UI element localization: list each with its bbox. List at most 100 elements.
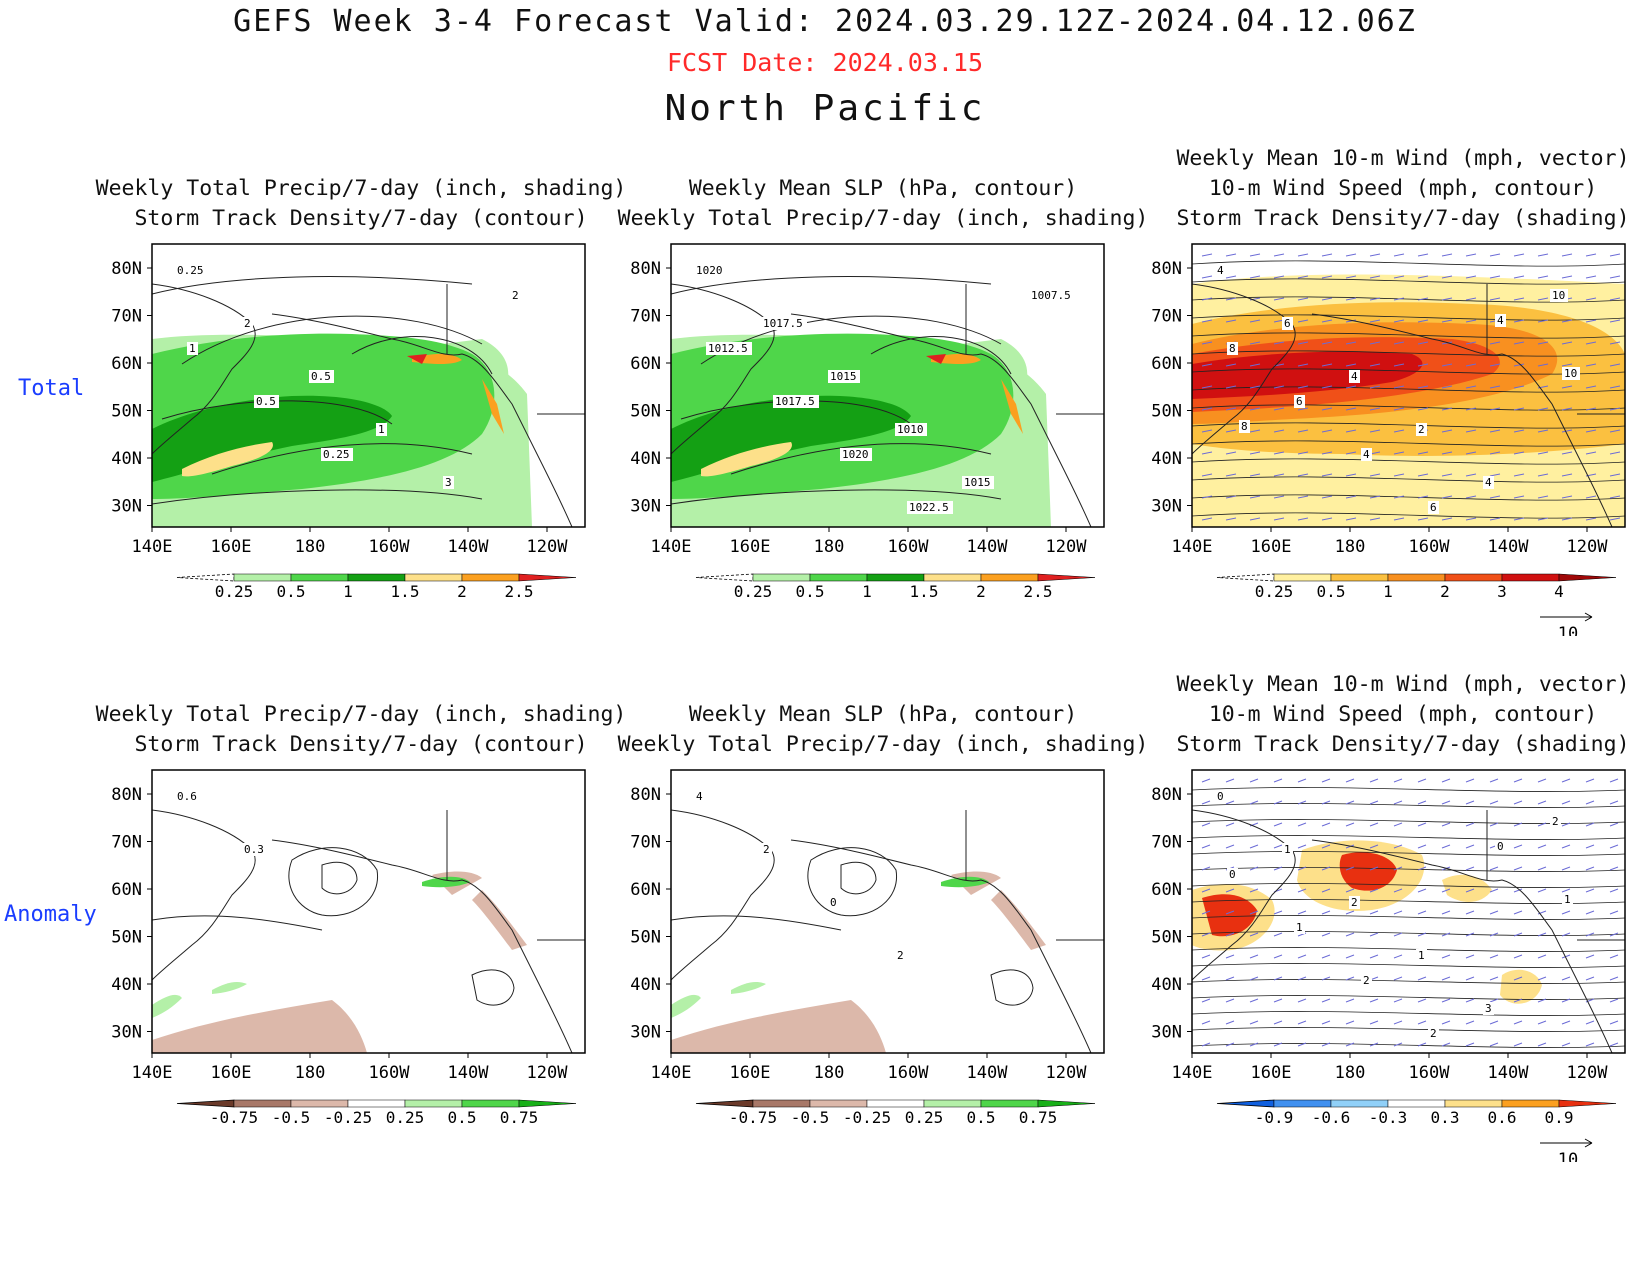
- wind-vector: [1441, 451, 1453, 455]
- wind-vector: [1369, 866, 1379, 871]
- row-label-total: Total: [18, 376, 85, 401]
- contour-label: 10: [1564, 367, 1577, 380]
- wind-vector: [1537, 866, 1547, 871]
- contour-label-bg: [1550, 815, 1561, 828]
- wind-vector: [1249, 888, 1259, 893]
- wind-vector: [1369, 778, 1379, 783]
- colorbar-swatch: [1273, 1099, 1332, 1108]
- wind-vector: [1225, 407, 1237, 411]
- map-panel-2: 4 6 4 2 4 10 8 6 4 6 4 10 8 80N 70N 60N 50N 40N 30N 140E 160…: [1151, 243, 1626, 636]
- wind-vector: [1201, 1020, 1211, 1025]
- wind-vector: [1273, 495, 1285, 499]
- wind-vector: [1585, 976, 1595, 981]
- wind-vector: [1585, 1020, 1595, 1025]
- wind-vector: [1201, 910, 1211, 915]
- contour-label-bg: [1349, 896, 1360, 909]
- wind-vector: [1441, 822, 1451, 827]
- lat-label: 70N: [111, 307, 142, 327]
- coastline: [1192, 283, 1296, 455]
- colorbar-label: -0.6: [1312, 1108, 1351, 1127]
- wind-vector: [1345, 822, 1355, 827]
- lat-label: 40N: [1151, 449, 1182, 469]
- wind-vector: [1609, 473, 1621, 477]
- colorbar-swatch: [1501, 573, 1560, 582]
- wind-vector: [1201, 998, 1211, 1003]
- wind-vector: [1273, 844, 1283, 849]
- wind-vector: [1417, 976, 1427, 981]
- wind-vector: [1441, 998, 1451, 1003]
- wind-vector: [1369, 473, 1381, 477]
- map-panel-1: 1020 1017.5 1015 1010 1015 1007.5 1012.5 1017.5…: [630, 243, 1105, 601]
- colorbar-swatch: [404, 1099, 463, 1108]
- map-panel-5: 0 1 2 1 3 2 0 1 2 2 0 1 80N 70N 60N 50N 40N 30N 140E 160E 18…: [1151, 769, 1626, 1162]
- wind-vector: [1201, 253, 1213, 257]
- wind-vector: [1393, 954, 1403, 959]
- wind-vector: [1345, 998, 1355, 1003]
- colorbar-swatch: [233, 573, 292, 582]
- wind-vector: [1537, 319, 1549, 323]
- colorbar-swatch: [980, 1099, 1039, 1108]
- wind-vector: [1393, 800, 1403, 805]
- colorbar-label: 0.75: [1019, 1108, 1058, 1127]
- colorbar-label: 2.5: [505, 582, 534, 601]
- wind-vector: [1201, 778, 1211, 783]
- wind-vector: [1465, 517, 1477, 521]
- vector-ref-arrowhead: [1584, 612, 1593, 622]
- wind-vector: [1441, 910, 1451, 915]
- contour-label: 2: [512, 289, 519, 302]
- colorbar-swatch: [347, 1099, 406, 1108]
- wind-vector: [1561, 954, 1571, 959]
- wind-vector: [1465, 976, 1475, 981]
- wind-vector: [1609, 385, 1621, 389]
- wind-vector: [1561, 385, 1573, 389]
- colorbar-label: -0.75: [210, 1108, 258, 1127]
- colorbar-swatch: [233, 1099, 292, 1108]
- wind-vector: [1369, 932, 1379, 937]
- contour-line: [351, 336, 493, 375]
- wind-vector: [1489, 451, 1501, 455]
- wind-vector: [1273, 954, 1283, 959]
- wind-vector: [1201, 275, 1213, 279]
- wind-vector: [1393, 822, 1403, 827]
- wind-vector: [1393, 253, 1405, 257]
- wind-vector: [1297, 319, 1309, 323]
- wind-vector: [1225, 932, 1235, 937]
- wind-vector: [1465, 451, 1477, 455]
- wind-vector: [1417, 932, 1427, 937]
- wind-vector: [1561, 473, 1573, 477]
- colorbar-label: 3: [1497, 582, 1507, 601]
- wind-vector: [1609, 253, 1621, 257]
- wind-vector: [1273, 910, 1283, 915]
- wind-vector: [1297, 954, 1307, 959]
- wind-vector: [1201, 1042, 1211, 1047]
- contour-label: 1017.5: [763, 317, 803, 330]
- wind-vector: [1609, 954, 1619, 959]
- colorbar-label: 0.5: [796, 582, 825, 601]
- contour-line: [1192, 296, 1625, 303]
- lat-label: 50N: [1151, 928, 1182, 948]
- wind-vector: [1297, 253, 1309, 257]
- wind-vector: [1417, 341, 1429, 345]
- wind-vector: [1297, 363, 1309, 367]
- wind-vector: [1321, 429, 1333, 433]
- wind-vector: [1321, 800, 1331, 805]
- lat-label: 60N: [1151, 880, 1182, 900]
- contour-line: [1192, 1043, 1625, 1048]
- wind-vector: [1441, 888, 1451, 893]
- wind-vector: [1297, 866, 1307, 871]
- contour-line: [671, 915, 842, 931]
- wind-vector: [1201, 976, 1211, 981]
- contour-label: 2: [244, 317, 251, 330]
- wind-vector: [1393, 363, 1405, 367]
- lon-label: 160W: [1409, 1063, 1451, 1083]
- lat-label: 50N: [630, 402, 661, 422]
- wind-vector: [1513, 385, 1525, 389]
- wind-vector: [1465, 495, 1477, 499]
- wind-vector: [1465, 363, 1477, 367]
- wind-vector: [1489, 998, 1499, 1003]
- precip-shade-red: [407, 354, 427, 364]
- lat-label: 60N: [111, 880, 142, 900]
- colorbar-label: 0.5: [1317, 582, 1346, 601]
- wind-vector: [1201, 451, 1213, 455]
- wind-vector: [1225, 998, 1235, 1003]
